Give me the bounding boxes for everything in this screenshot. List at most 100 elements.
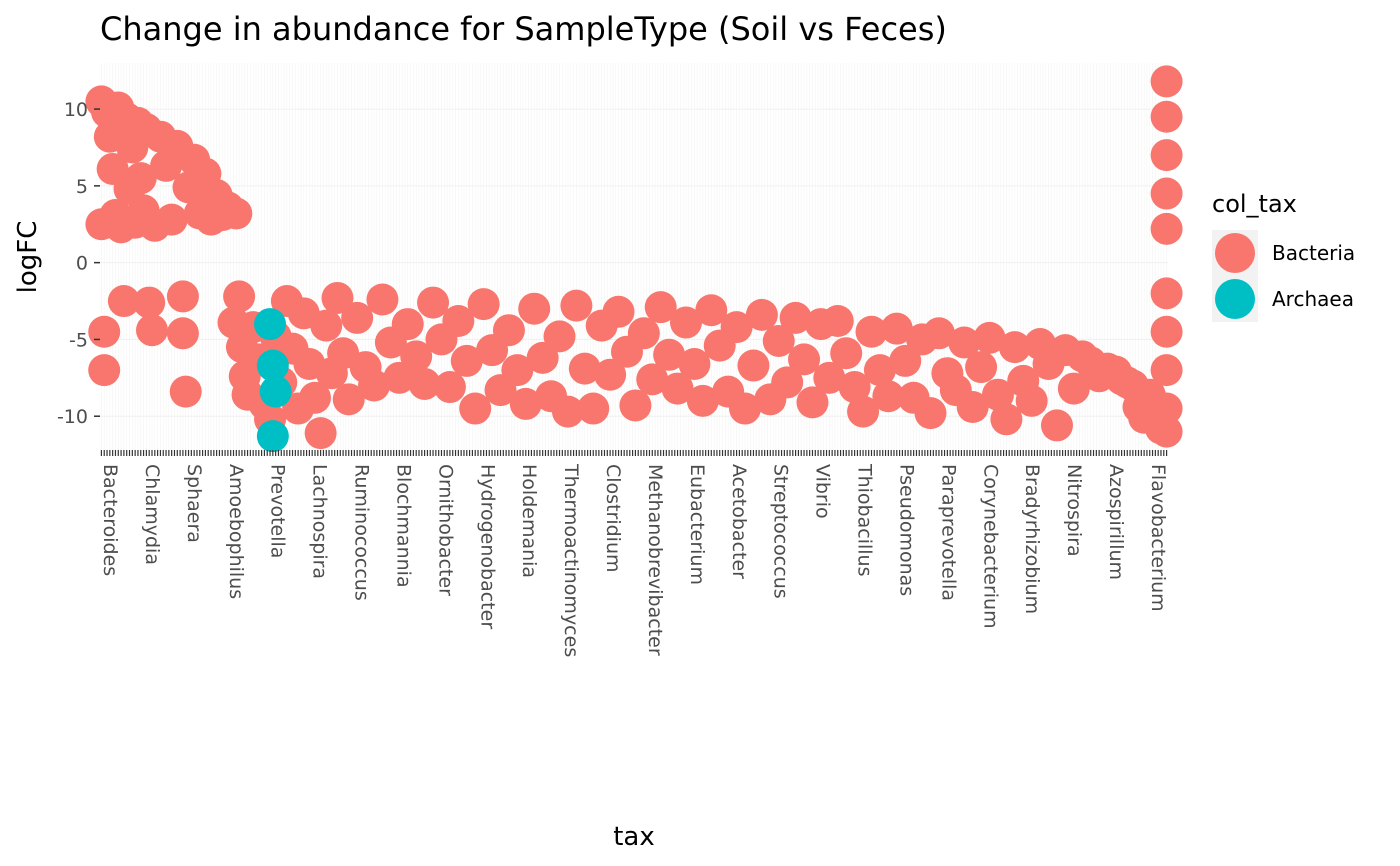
data-point-bacteria [847,395,880,428]
x-tick-label: Clostridium [602,464,624,573]
data-point-archaea [256,420,289,453]
data-point-bacteria [981,378,1014,411]
legend-key-archaea [1215,279,1255,319]
data-point-bacteria [518,292,551,325]
x-tick-label: Bacteroides [99,464,121,576]
data-point-bacteria [408,367,441,400]
data-point-bacteria [644,291,677,324]
data-point-bacteria [442,305,475,337]
data-point-bacteria [450,344,483,377]
data-point-bacteria [796,386,829,419]
data-point-bacteria [838,371,871,404]
legend: col_tax Bacteria Archaea [1212,190,1355,322]
data-point-bacteria [391,308,424,341]
data-point-bacteria [880,312,913,345]
x-tick-label: Nitrospira [1063,464,1085,557]
data-point-archaea [259,375,292,408]
data-point-bacteria [1150,354,1183,387]
x-tick-label: Chlamydia [141,464,163,565]
data-point-archaea [256,349,289,382]
data-point-bacteria [1150,277,1183,310]
data-point-bacteria [467,288,500,321]
data-point-bacteria [1150,65,1183,98]
data-point-bacteria [1057,372,1090,405]
data-point-bacteria [1015,384,1048,417]
data-point-bacteria [400,340,433,373]
data-point-bacteria [223,280,256,313]
x-tick-label: Blochmannia [392,464,414,588]
data-point-bacteria [602,295,635,328]
data-point-bacteria [661,372,694,405]
legend-label-archaea: Archaea [1272,287,1354,311]
data-point-bacteria [417,286,450,319]
x-tick-label: Azospirillum [1105,464,1127,580]
x-tick-label: Pseudomonas [895,464,917,596]
data-point-bacteria [166,280,199,313]
data-point-bacteria [332,383,365,416]
data-point-bacteria [568,352,601,385]
data-point-bacteria [321,281,354,314]
data-point-bacteria [310,309,343,342]
data-point-bacteria [788,343,821,376]
data-point-bacteria [88,315,121,348]
data-point-bacteria [220,197,253,230]
x-tick-label: Thiobacillus [854,463,876,576]
x-tick-label: Streptococcus [770,464,792,599]
data-point-bacteria [383,361,416,394]
data-point-bacteria [501,354,534,387]
data-point-bacteria [627,317,660,350]
data-point-bacteria [669,306,702,339]
data-point-bacteria [720,311,753,344]
x-tick-label: Ornithobacter [434,464,456,596]
data-point-bacteria [1150,392,1183,425]
data-point-bacteria [551,395,584,428]
x-tick-label: Ruminococcus [351,464,373,601]
x-tick-label: Methanobrevibacter [644,464,666,656]
x-tick-label: Holdemania [518,464,540,578]
data-point-bacteria [745,298,778,331]
data-point-bacteria [492,314,525,347]
x-tick-label: Paraprevotella [937,464,959,601]
data-point-archaea [254,308,287,341]
x-tick-label: Sphaera [183,464,205,543]
data-point-bacteria [124,162,157,195]
x-axis-title: tax [613,822,655,852]
x-tick-label: Vibrio [812,464,834,519]
data-point-bacteria [872,380,905,413]
data-point-bacteria [973,321,1006,354]
x-tick-label: Prevotella [267,464,289,558]
data-point-bacteria [965,351,998,384]
data-point-bacteria [299,381,332,414]
data-point-bacteria [990,403,1023,436]
x-tick-label: Eubacterium [686,464,708,585]
x-tick-label: Flavobacterium [1147,464,1169,612]
legend-title: col_tax [1212,190,1297,218]
data-point-bacteria [1150,139,1183,172]
series-archaea [254,308,292,453]
data-point-bacteria [155,203,188,236]
data-point-bacteria [304,417,337,450]
legend-label-bacteria: Bacteria [1272,241,1355,265]
data-point-bacteria [1150,315,1183,348]
data-point-bacteria [619,389,652,422]
data-point-bacteria [341,301,374,334]
chart-title: Change in abundance for SampleType (Soil… [100,10,947,48]
data-point-bacteria [1150,415,1183,448]
x-tick-label: Acetobacter [728,464,750,579]
data-point-bacteria [686,384,719,417]
y-tick-label: 10 [64,99,88,121]
data-point-bacteria [509,387,542,420]
data-point-bacteria [358,369,391,402]
series-bacteria [85,65,1183,450]
data-point-bacteria [779,301,812,334]
data-point-bacteria [1150,100,1183,133]
x-tick-label: Amoebophilus [225,464,247,599]
data-point-bacteria [863,354,896,387]
data-point-bacteria [560,289,593,322]
data-point-bacteria [653,338,686,371]
data-point-bacteria [729,392,762,425]
data-point-bacteria [526,341,559,374]
y-tick-label: -10 [57,406,88,428]
data-point-bacteria [366,283,399,316]
